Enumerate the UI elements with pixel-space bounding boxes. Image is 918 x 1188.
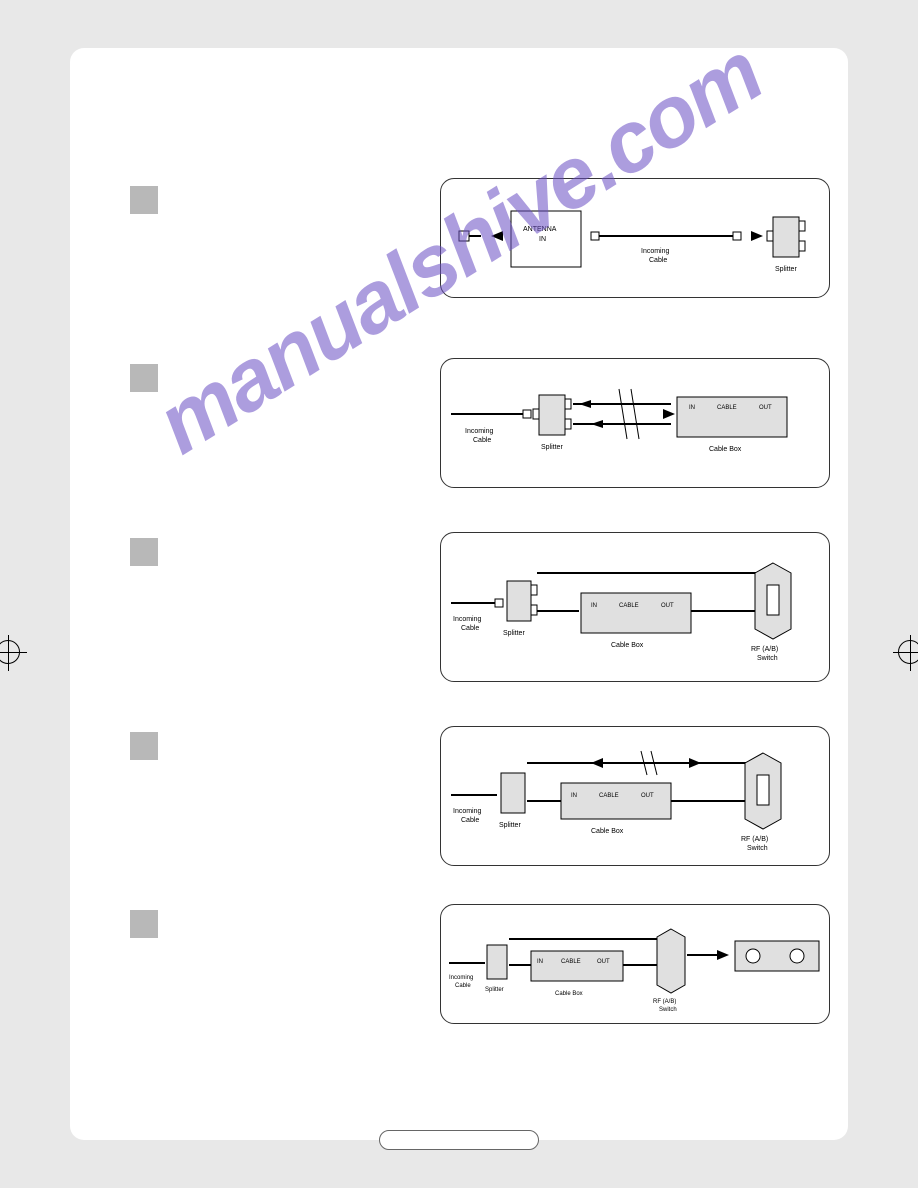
svg-text:Cable: Cable (461, 817, 479, 824)
svg-text:IN: IN (537, 959, 543, 965)
svg-text:CABLE: CABLE (599, 793, 619, 799)
svg-text:Splitter: Splitter (503, 630, 525, 637)
svg-text:OUT: OUT (661, 603, 674, 609)
svg-text:Incoming: Incoming (453, 808, 482, 815)
svg-text:OUT: OUT (759, 405, 772, 411)
label-incoming-cable: Incoming (465, 428, 494, 435)
registration-mark-right (898, 640, 918, 664)
svg-text:Switch: Switch (757, 655, 778, 662)
label-antenna-in: ANTENNA (523, 226, 557, 233)
page-number-pill (379, 1130, 539, 1150)
step-marker (130, 186, 158, 214)
step-marker (130, 910, 158, 938)
svg-text:OUT: OUT (641, 793, 654, 799)
svg-text:Splitter: Splitter (499, 822, 521, 829)
diagram-2: Incoming Cable Splitter IN CABLE OUT Cab… (440, 358, 830, 488)
manual-page: ANTENNA IN Incoming Cable Splitter Incom… (70, 48, 848, 1140)
svg-text:CABLE: CABLE (717, 405, 737, 411)
diagram-4: Incoming Cable Splitter IN CABLE OUT Cab… (440, 726, 830, 866)
svg-text:Incoming: Incoming (449, 975, 473, 981)
diagram-5: Incoming Cable Splitter IN CABLE OUT Cab… (440, 904, 830, 1024)
label-splitter: Splitter (775, 266, 797, 273)
svg-text:Switch: Switch (659, 1007, 677, 1013)
diagram-3: Incoming Cable Splitter IN CABLE OUT Cab… (440, 532, 830, 682)
label-cable-box: Cable Box (709, 446, 742, 453)
label-splitter: Splitter (541, 444, 563, 451)
registration-mark-left (0, 640, 20, 664)
diagram-1: ANTENNA IN Incoming Cable Splitter (440, 178, 830, 298)
svg-text:Splitter: Splitter (485, 987, 504, 993)
svg-text:CABLE: CABLE (619, 603, 639, 609)
svg-text:IN: IN (539, 236, 546, 243)
svg-text:Cable: Cable (649, 257, 667, 264)
svg-text:OUT: OUT (597, 959, 610, 965)
svg-text:IN: IN (591, 603, 597, 609)
svg-text:Cable Box: Cable Box (611, 642, 644, 649)
svg-text:Cable: Cable (461, 625, 479, 632)
svg-text:Cable: Cable (455, 983, 471, 989)
svg-text:Cable Box: Cable Box (555, 991, 583, 997)
svg-text:RF (A/B): RF (A/B) (751, 646, 778, 653)
svg-text:CABLE: CABLE (561, 959, 581, 965)
svg-text:RF (A/B): RF (A/B) (653, 999, 676, 1005)
label-incoming-cable: Incoming (641, 248, 670, 255)
svg-text:Cable Box: Cable Box (591, 828, 624, 835)
svg-text:Incoming: Incoming (453, 616, 482, 623)
step-marker (130, 538, 158, 566)
svg-text:RF (A/B): RF (A/B) (741, 836, 768, 843)
step-marker (130, 364, 158, 392)
svg-text:Switch: Switch (747, 845, 768, 852)
svg-text:IN: IN (571, 793, 577, 799)
step-marker (130, 732, 158, 760)
svg-text:IN: IN (689, 405, 695, 411)
svg-text:Cable: Cable (473, 437, 491, 444)
